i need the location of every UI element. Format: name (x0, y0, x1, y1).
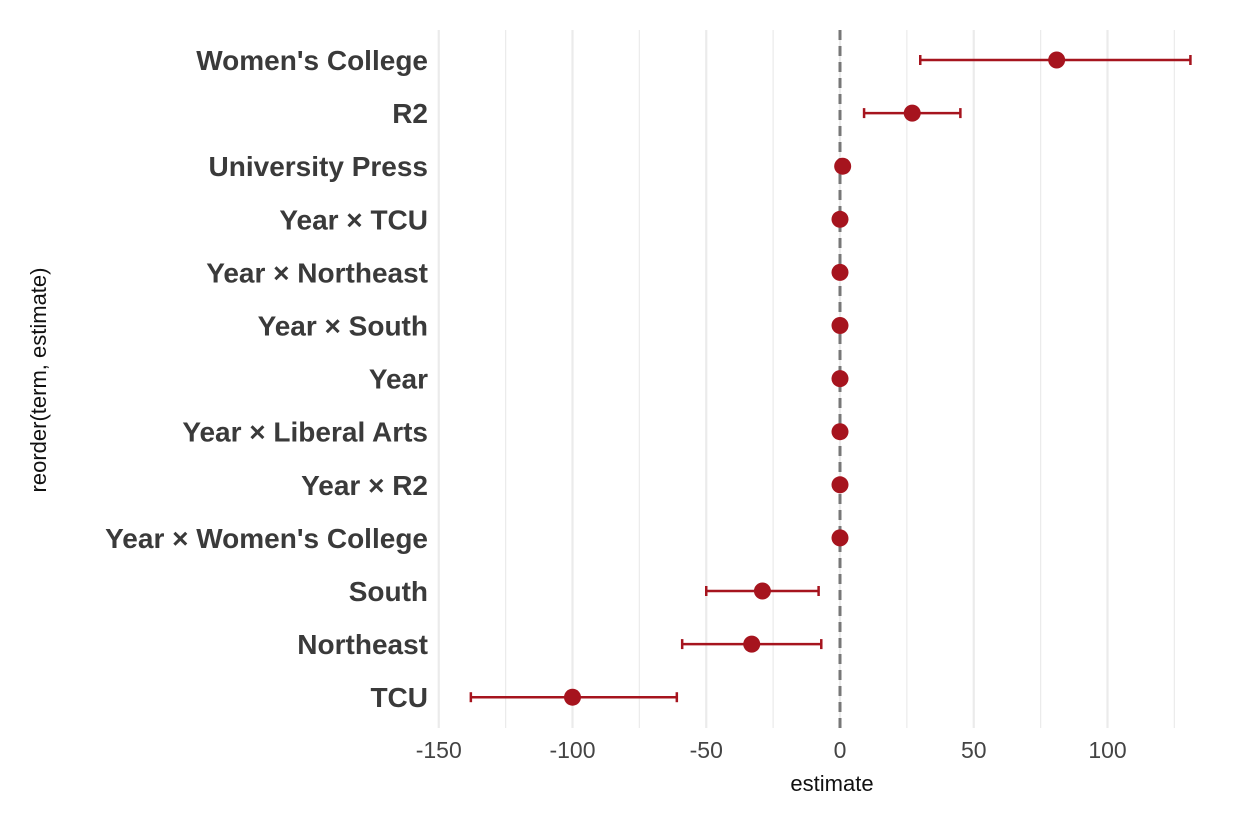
x-tick-label: 0 (834, 737, 847, 763)
estimate-point (564, 688, 581, 706)
x-axis-title: estimate (790, 771, 873, 796)
y-tick-label: Year × South (258, 311, 428, 342)
y-tick-label: Year × TCU (279, 204, 428, 235)
estimate-point (831, 529, 849, 547)
estimate-point (831, 423, 849, 441)
y-tick-label: Year × Liberal Arts (182, 417, 428, 448)
point-layer (564, 51, 1066, 706)
x-tick-label: -50 (690, 737, 723, 763)
estimate-point (753, 582, 771, 600)
y-tick-label: Women's College (196, 45, 428, 76)
errorbar-layer (469, 55, 1192, 703)
x-tick-label: 50 (961, 737, 987, 763)
estimate-point (831, 317, 849, 334)
y-tick-label: Year × R2 (301, 470, 428, 501)
estimate-point (831, 370, 849, 388)
estimate-point (743, 635, 761, 653)
y-tick-label: South (349, 576, 428, 607)
x-tick-label: 100 (1088, 737, 1126, 763)
grid-layer (437, 30, 1175, 728)
estimate-point (834, 157, 852, 175)
x-tick-labels: -150 -100 -50 0 50 100 (416, 737, 1127, 763)
y-tick-label: R2 (392, 98, 428, 129)
y-axis-title: reorder(term, estimate) (26, 268, 51, 493)
estimate-point (1048, 51, 1066, 69)
y-tick-label: Year × Northeast (206, 257, 428, 288)
y-tick-label: Northeast (297, 629, 428, 660)
x-tick-label: -100 (549, 737, 595, 763)
y-tick-labels: Women's College R2 University Press Year × … (105, 45, 428, 713)
y-tick-label: Year (369, 364, 428, 395)
estimate-point (831, 210, 849, 228)
estimate-point (903, 104, 921, 122)
x-tick-label: -150 (416, 737, 462, 763)
y-tick-label: TCU (370, 682, 428, 713)
estimate-point (831, 476, 849, 494)
estimate-point (831, 263, 849, 281)
y-tick-label: University Press (209, 151, 428, 182)
y-tick-label: Year × Women's College (105, 523, 428, 554)
